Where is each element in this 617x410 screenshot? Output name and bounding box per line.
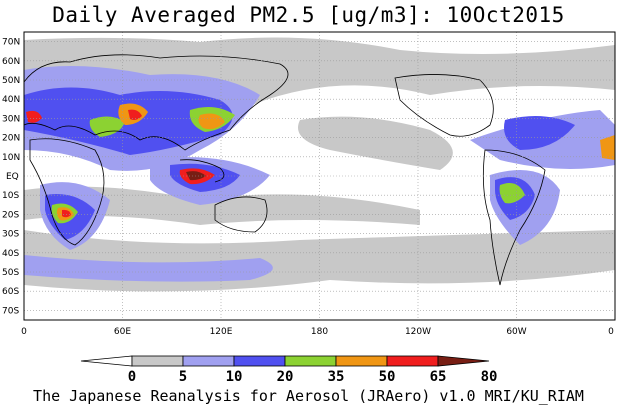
coastlines: [24, 54, 546, 286]
lon-tick-label: 0: [608, 327, 614, 337]
colorbar-label: 65: [430, 369, 447, 385]
colorbar-segment: [437, 355, 490, 367]
lat-tick-label: 50S: [2, 268, 19, 278]
colorbar-label: 5: [179, 369, 187, 385]
lat-tick-label: EQ: [6, 172, 19, 182]
colorbar-segment: [335, 355, 388, 367]
longitude-axis: 0 60E 120E 180 120W 60W 0: [21, 327, 614, 337]
lat-tick-label: 10N: [2, 153, 20, 163]
colorbar-label: 10: [226, 369, 243, 385]
colorbar-segment: [233, 355, 286, 367]
lat-tick-label: 30S: [2, 230, 19, 240]
lat-tick-label: 20N: [2, 134, 20, 144]
lat-tick-label: 40S: [2, 249, 19, 259]
map-gridlines: [24, 32, 615, 320]
map-title: Daily Averaged PM2.5 [ug/m3]: 10Oct2015: [52, 3, 565, 27]
lat-tick-label: 30N: [2, 114, 20, 124]
lon-tick-label: 120E: [210, 327, 233, 337]
footer-credit: The Japanese Reanalysis for Aerosol (JRA…: [33, 387, 584, 405]
lat-tick-label: 40N: [2, 95, 20, 105]
lat-tick-label: 70S: [2, 306, 19, 316]
colorbar-segment: [386, 355, 439, 367]
colorbar-segment: [80, 355, 133, 367]
lon-tick-label: 0: [21, 327, 27, 337]
colorbar: [80, 355, 490, 367]
latitude-axis: 70N 60N 50N 40N 30N 20N 10N EQ 10S 20S 3…: [2, 38, 20, 317]
map-frame: [23, 31, 616, 321]
colorbar-labels: 0 5 10 20 35 50 65 80: [128, 369, 498, 385]
colorbar-label: 20: [277, 369, 294, 385]
lat-tick-label: 60S: [2, 287, 19, 297]
lat-tick-label: 70N: [2, 38, 20, 48]
lon-tick-label: 60W: [506, 327, 526, 337]
colorbar-segment: [182, 355, 235, 367]
lon-tick-label: 60E: [114, 327, 131, 337]
lat-tick-label: 10S: [2, 191, 19, 201]
colorbar-segment: [131, 355, 184, 367]
colorbar-label: 35: [328, 369, 345, 385]
lat-tick-label: 60N: [2, 57, 20, 67]
lat-tick-label: 20S: [2, 210, 19, 220]
lon-tick-label: 180: [311, 327, 328, 337]
concentration-field: [24, 37, 615, 292]
lon-tick-label: 120W: [405, 327, 431, 337]
colorbar-label: 0: [128, 369, 136, 385]
lat-tick-label: 50N: [2, 76, 20, 86]
colorbar-label: 50: [379, 369, 396, 385]
colorbar-segment: [284, 355, 337, 367]
colorbar-label: 80: [481, 369, 498, 385]
